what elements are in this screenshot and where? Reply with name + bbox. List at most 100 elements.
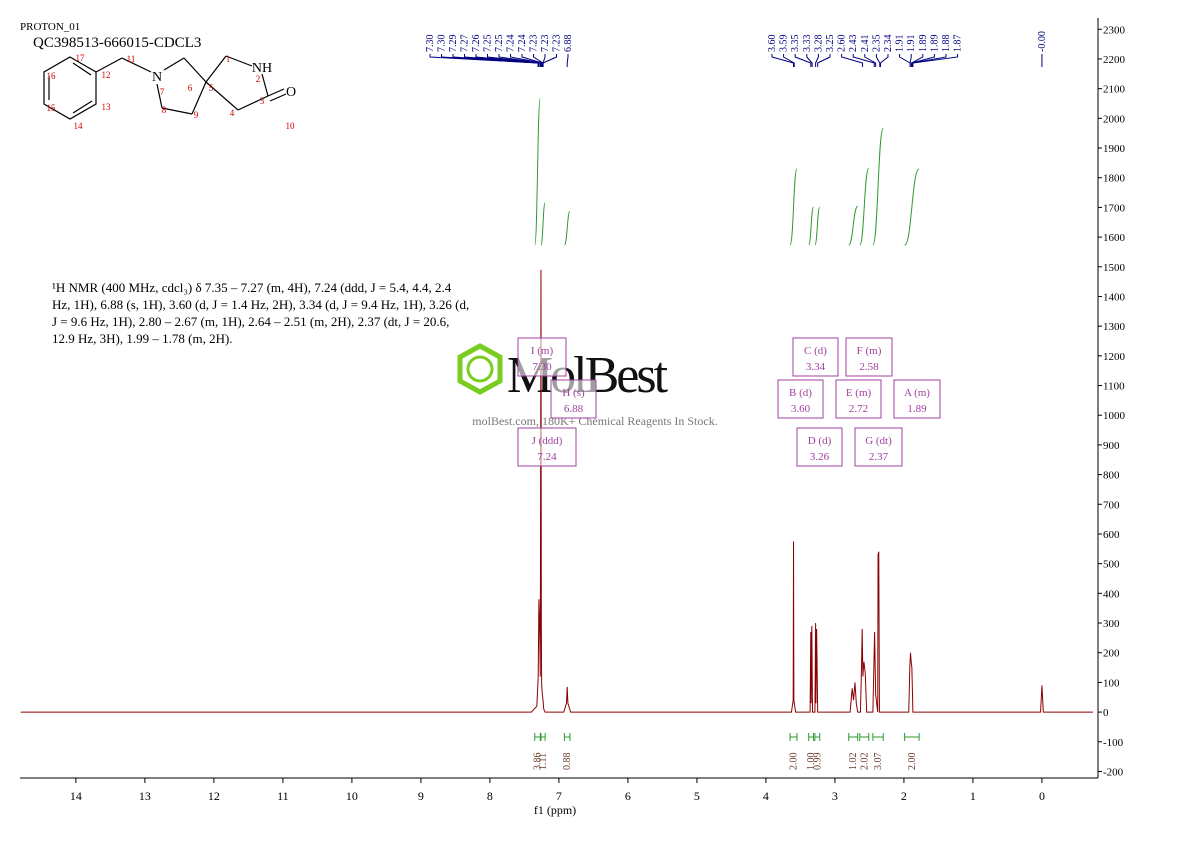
logo-hexagon bbox=[457, 343, 503, 395]
atom-number: 12 bbox=[102, 70, 111, 80]
peak-label: 2.60 bbox=[837, 35, 848, 53]
atom-number: 16 bbox=[47, 71, 57, 81]
integral-bracket bbox=[859, 733, 870, 741]
bond bbox=[95, 57, 123, 73]
integral-bracket bbox=[540, 733, 546, 741]
peak-label: 7.27 bbox=[460, 35, 471, 53]
peak-leader bbox=[464, 54, 541, 67]
multiplet-shift: 3.34 bbox=[806, 361, 826, 373]
integral-label: 2.00 bbox=[907, 753, 918, 771]
y-tick-label: 2100 bbox=[1103, 84, 1126, 96]
multiplet-box bbox=[550, 379, 597, 419]
x-tick-label: 3 bbox=[832, 789, 838, 803]
integral-curve bbox=[563, 211, 571, 246]
atom-number: 2 bbox=[256, 74, 261, 84]
peak-label: 2.34 bbox=[883, 35, 894, 53]
peak-label: 7.24 bbox=[517, 35, 528, 53]
x-tick-label: 12 bbox=[208, 789, 220, 803]
peak-label: 7.25 bbox=[494, 35, 505, 53]
peak-leader bbox=[771, 54, 795, 67]
peak-label: 7.26 bbox=[471, 35, 482, 53]
multiplet-shift: 2.37 bbox=[869, 451, 889, 463]
peak-label: 1.88 bbox=[941, 35, 952, 53]
double-bond bbox=[72, 100, 93, 114]
integral-bracket bbox=[872, 733, 884, 741]
atom-number: 15 bbox=[47, 103, 57, 113]
bond bbox=[225, 55, 253, 67]
y-tick-label: 1500 bbox=[1103, 262, 1126, 274]
chart-subtitle: QC398513-666015-CDCL3 bbox=[33, 35, 201, 51]
peak-label: 3.35 bbox=[790, 35, 801, 53]
multiplet-box bbox=[835, 379, 882, 419]
atom-number: 3 bbox=[260, 96, 265, 106]
integral-label: 0.99 bbox=[812, 753, 823, 771]
peak-label: 1.89 bbox=[929, 35, 940, 53]
multiplet-label: I (m) bbox=[531, 345, 554, 357]
peak-leader bbox=[909, 54, 912, 67]
structure-atoms: N NH O bbox=[152, 61, 296, 100]
logo-ring bbox=[466, 355, 494, 383]
peak-label: 7.29 bbox=[448, 35, 459, 53]
bond bbox=[161, 107, 193, 115]
peak-label: 3.60 bbox=[767, 35, 778, 53]
peak-label: 7.23 bbox=[540, 35, 551, 53]
peak-label: 3.28 bbox=[813, 35, 824, 53]
integral-label: 3.86 bbox=[533, 753, 544, 771]
bond bbox=[261, 73, 269, 97]
integral-curve bbox=[789, 168, 798, 246]
peak-label: -0.00 bbox=[1037, 31, 1048, 52]
peak-leader bbox=[911, 54, 935, 67]
multiplet-shift: 1.89 bbox=[907, 403, 927, 415]
integral-label: 1.11 bbox=[538, 753, 549, 770]
integral-label: 1.02 bbox=[848, 753, 859, 771]
peak-leader bbox=[852, 54, 875, 67]
y-tick-label: 600 bbox=[1103, 529, 1120, 541]
x-tick-label: 7 bbox=[556, 789, 562, 803]
peak-leader bbox=[783, 54, 795, 67]
y-tick-label: 0 bbox=[1103, 707, 1109, 719]
peak-label: 6.88 bbox=[563, 35, 574, 53]
multiplet-box bbox=[517, 427, 577, 467]
peak-label: 3.33 bbox=[802, 35, 813, 53]
y-tick-label: 1300 bbox=[1103, 321, 1126, 333]
bond bbox=[183, 57, 207, 83]
integral-bracket bbox=[789, 733, 798, 741]
atom-number: 10 bbox=[286, 121, 296, 131]
nmr-description: ¹H NMR (400 MHz, cdcl₃) δ 7.35 – 7.27 (m… bbox=[52, 280, 470, 346]
peak-label: 2.35 bbox=[871, 35, 882, 53]
integral-label: 2.00 bbox=[789, 753, 800, 771]
x-tick-label: 9 bbox=[418, 789, 424, 803]
multiplet-box bbox=[854, 427, 903, 467]
y-tick-label: 1100 bbox=[1103, 381, 1125, 393]
bond bbox=[163, 57, 185, 71]
y-tick-label: 1400 bbox=[1103, 291, 1126, 303]
x-tick-label: 0 bbox=[1039, 789, 1045, 803]
integral-curve bbox=[534, 97, 541, 246]
peak-label: 7.30 bbox=[425, 35, 436, 53]
peak-leader bbox=[566, 54, 569, 67]
multiplet-shift: 7.30 bbox=[532, 361, 552, 373]
peak-leader bbox=[911, 54, 947, 67]
atom-label: N bbox=[152, 70, 162, 85]
multiplet-label: F (m) bbox=[857, 345, 882, 357]
multiplet-box bbox=[792, 337, 839, 377]
peak-label: 2.43 bbox=[848, 35, 859, 53]
spectrum-line bbox=[20, 269, 1093, 713]
peak-label: 3.59 bbox=[779, 35, 790, 53]
integral-bracket bbox=[814, 733, 821, 741]
peak-leader bbox=[875, 54, 881, 67]
y-tick-label: 2200 bbox=[1103, 54, 1126, 66]
y-tick-label: 2000 bbox=[1103, 113, 1126, 125]
integral-label: 0.88 bbox=[562, 753, 573, 771]
y-tick-label: 900 bbox=[1103, 440, 1120, 452]
atom-number: 7 bbox=[160, 87, 165, 97]
peak-leader bbox=[498, 54, 543, 67]
peak-label: 7.30 bbox=[437, 35, 448, 53]
peak-label: 3.25 bbox=[825, 35, 836, 53]
atom-label: NH bbox=[252, 61, 272, 76]
y-tick-label: 1900 bbox=[1103, 143, 1126, 155]
multiplet-shift: 3.60 bbox=[791, 403, 811, 415]
integral-curve bbox=[872, 127, 884, 246]
